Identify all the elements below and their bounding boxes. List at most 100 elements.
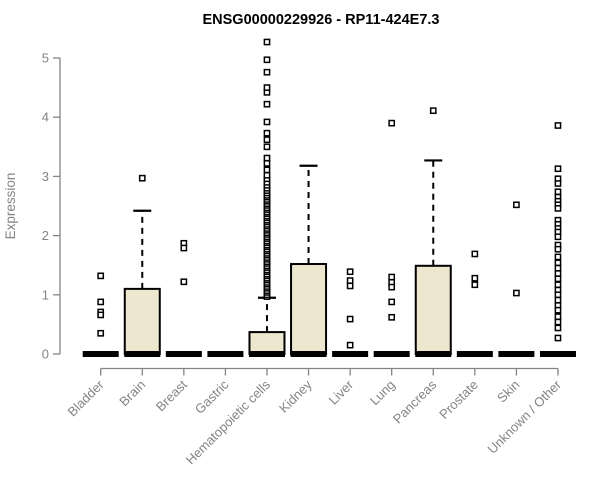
outlier-point — [554, 334, 562, 342]
outlier-point — [346, 268, 354, 276]
outlier-point — [471, 281, 479, 289]
outlier-point — [263, 68, 271, 76]
boxplot-kidney — [290, 164, 328, 357]
iqr-box — [414, 264, 452, 355]
boxplot-breast — [165, 239, 202, 357]
outlier-point — [263, 56, 271, 64]
outlier-point — [263, 118, 271, 126]
outlier-point — [554, 306, 562, 314]
plot-area: 0 1 2 3 4 5 Bladder Brain Breast GastricHematopoi… — [42, 38, 576, 467]
y-tick-label: 4 — [42, 110, 49, 125]
iqr-box — [123, 287, 161, 356]
outlier-point — [554, 281, 562, 289]
outlier-point — [513, 289, 520, 297]
boxplot-gastric — [207, 351, 244, 357]
outlier-point — [554, 233, 562, 241]
y-tick-label: 0 — [42, 347, 49, 362]
outlier-point — [554, 270, 562, 277]
outlier-point — [263, 38, 271, 46]
outlier-point — [97, 311, 105, 319]
boxplot-liver — [332, 268, 369, 357]
median-line — [82, 351, 119, 357]
boxplot-skin — [498, 201, 535, 357]
outlier-point — [554, 122, 562, 129]
outlier-point — [263, 154, 271, 162]
x-category-label: Gastric — [192, 377, 232, 417]
median-line — [498, 351, 535, 357]
outlier-point — [388, 273, 396, 281]
outlier-point — [554, 245, 562, 253]
outlier-point — [263, 100, 271, 108]
x-category-label: Liver — [326, 377, 357, 408]
outlier-point — [97, 298, 105, 306]
outlier-point — [180, 244, 188, 252]
boxplot-lung — [373, 119, 410, 357]
outlier-point — [346, 315, 354, 323]
boxplot-pancreas — [414, 107, 452, 357]
chart-title: ENSG00000229926 - RP11-424E7.3 — [202, 12, 439, 28]
outlier-point — [554, 324, 562, 332]
outlier-point — [263, 171, 271, 179]
outlier-point — [554, 318, 562, 326]
outlier-point — [263, 160, 271, 167]
y-axis: 0 1 2 3 4 5 — [42, 51, 61, 362]
boxplot-unknown-other — [539, 122, 576, 357]
outlier-point — [554, 259, 562, 267]
outlier-point — [471, 274, 479, 282]
median-line — [456, 351, 493, 357]
outlier-point — [554, 180, 562, 187]
outlier-point — [346, 277, 354, 284]
outlier-point — [554, 275, 562, 283]
outlier-point — [346, 282, 354, 290]
y-axis-label: Expression — [3, 173, 18, 240]
outlier-point — [346, 341, 354, 349]
outlier-point — [263, 136, 271, 144]
outlier-point — [554, 253, 562, 261]
median-line — [165, 351, 202, 357]
y-tick-label: 5 — [42, 51, 49, 66]
y-tick-label: 1 — [42, 287, 49, 302]
outlier-point — [97, 329, 105, 337]
boxplot-prostate — [456, 250, 493, 357]
y-tick-label: 2 — [42, 228, 49, 243]
outlier-point — [263, 84, 271, 91]
median-line — [290, 351, 327, 357]
x-category-label: Pancreas — [390, 377, 440, 427]
outlier-point — [388, 313, 396, 321]
outlier-point — [388, 283, 396, 291]
outlier-point — [471, 250, 479, 258]
x-category-label: Kidney — [276, 377, 315, 416]
outlier-point — [554, 188, 562, 196]
outlier-point — [388, 298, 396, 306]
x-category-label: Bladder — [65, 377, 108, 420]
boxplot-brain — [123, 174, 161, 357]
median-line — [415, 351, 452, 357]
median-line — [124, 351, 161, 357]
boxplot-hematopoietic-cells — [248, 38, 286, 357]
iqr-box — [290, 263, 328, 355]
outlier-point — [554, 264, 562, 272]
median-line — [332, 351, 369, 357]
boxplot-bladder — [82, 272, 119, 357]
outlier-point — [97, 272, 105, 280]
x-category-label: Prostate — [436, 377, 481, 422]
outlier-point — [554, 165, 562, 173]
x-category-label: Skin — [494, 377, 522, 405]
outlier-point — [554, 205, 562, 212]
outlier-point — [388, 119, 396, 127]
median-line — [373, 351, 410, 357]
median-line — [248, 351, 285, 357]
iqr-box — [248, 331, 286, 356]
outlier-point — [554, 291, 562, 299]
outlier-point — [263, 129, 271, 137]
y-tick-label: 3 — [42, 169, 49, 184]
outlier-point — [513, 201, 520, 209]
x-category-label: Lung — [367, 377, 398, 408]
x-category-label: Brain — [116, 377, 148, 409]
outlier-point — [263, 143, 271, 151]
outlier-point — [263, 166, 271, 174]
outlier-point — [180, 278, 188, 286]
